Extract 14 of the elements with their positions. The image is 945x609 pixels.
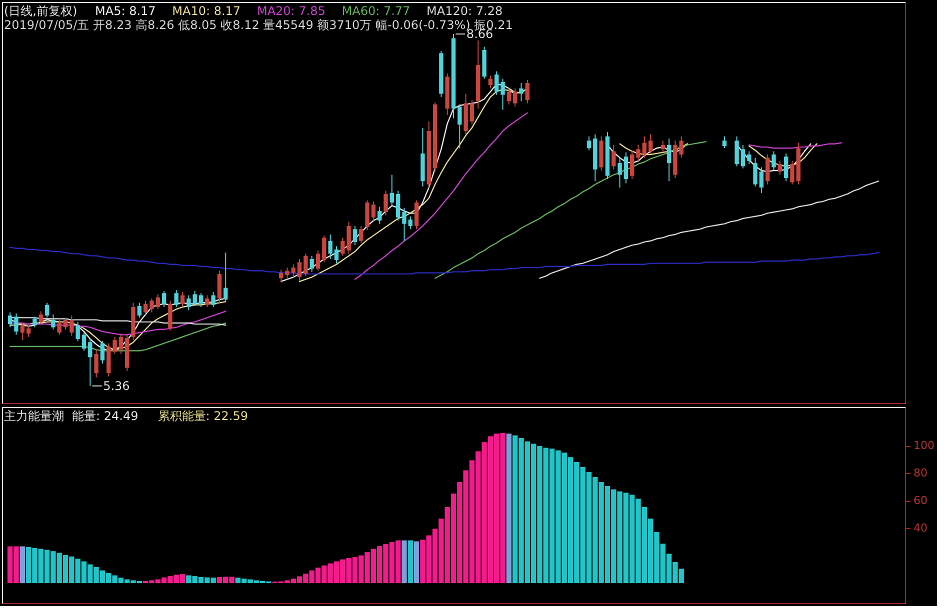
annotation: 能量: 24.49 — [72, 409, 138, 423]
text: MA20: 7.85 — [256, 4, 326, 18]
annotation: 累积能量: 22.59 — [158, 409, 248, 423]
y-tick-label: 60 — [914, 494, 928, 508]
y-tick-label: 40 — [914, 522, 928, 535]
y-tick-label: 100 — [914, 439, 934, 452]
chart-title: (日线,前复权) — [4, 4, 78, 18]
chart-title: 主力能量潮 — [4, 409, 64, 423]
text: MA5: 8.17 — [95, 4, 156, 18]
text: MA60: 7.77 — [342, 4, 410, 18]
text: MA10: 8.17 — [172, 4, 241, 18]
text: MA120: 7.28 — [426, 4, 503, 18]
annotation: 5.36 — [103, 378, 130, 393]
y-tick-label: 80 — [914, 466, 928, 480]
